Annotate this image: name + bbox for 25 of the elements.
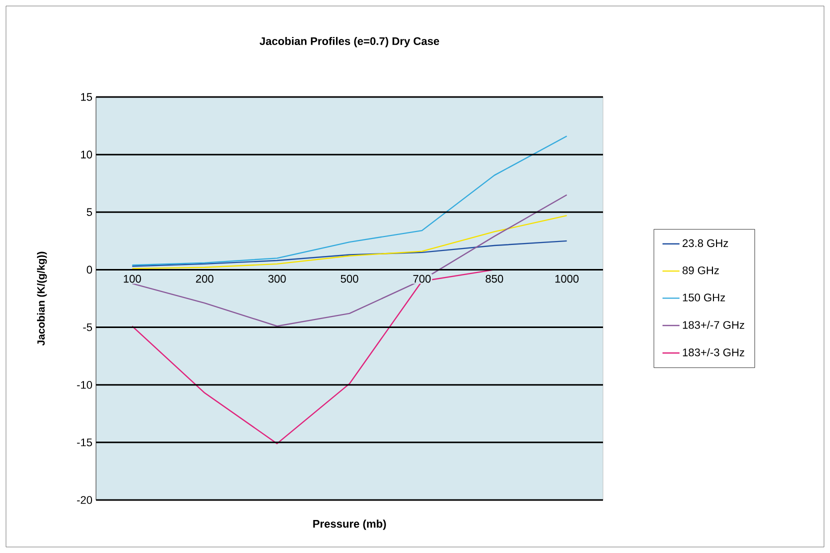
x-tick-label: 1000 bbox=[555, 274, 579, 283]
x-tick-label: 200 bbox=[196, 274, 214, 283]
x-tick-label: 500 bbox=[340, 274, 358, 283]
legend-label: 183+/-3 GHz bbox=[682, 348, 744, 356]
x-tick-label: 300 bbox=[268, 274, 286, 283]
legend-label: 150 GHz bbox=[682, 294, 725, 302]
line-series bbox=[132, 240, 568, 267]
y-axis-title: Jacobian (K/(g/kg)) bbox=[37, 252, 47, 346]
legend-label: 183+/-7 GHz bbox=[682, 320, 744, 329]
y-tick-label: -15 bbox=[77, 438, 92, 446]
line-series bbox=[132, 136, 568, 266]
y-tick-label: 5 bbox=[86, 208, 92, 216]
y-tick-label: 0 bbox=[86, 266, 92, 274]
y-tick-label: -10 bbox=[77, 380, 92, 389]
x-axis-title: Pressure (mb) bbox=[313, 520, 386, 530]
y-tick-label: -5 bbox=[83, 323, 92, 332]
legend-label: 89 GHz bbox=[682, 266, 719, 274]
x-tick-label: 100 bbox=[124, 274, 141, 283]
legend-label: 23.8 GHz bbox=[682, 239, 728, 248]
chart-title: Jacobian Profiles (e=0.7) Dry Case bbox=[260, 36, 440, 48]
y-tick-label: -20 bbox=[77, 496, 92, 504]
y-tick-label: 10 bbox=[81, 150, 92, 158]
line-series bbox=[132, 214, 568, 270]
x-tick-label: 850 bbox=[486, 274, 504, 283]
y-tick-label: 15 bbox=[81, 93, 92, 101]
